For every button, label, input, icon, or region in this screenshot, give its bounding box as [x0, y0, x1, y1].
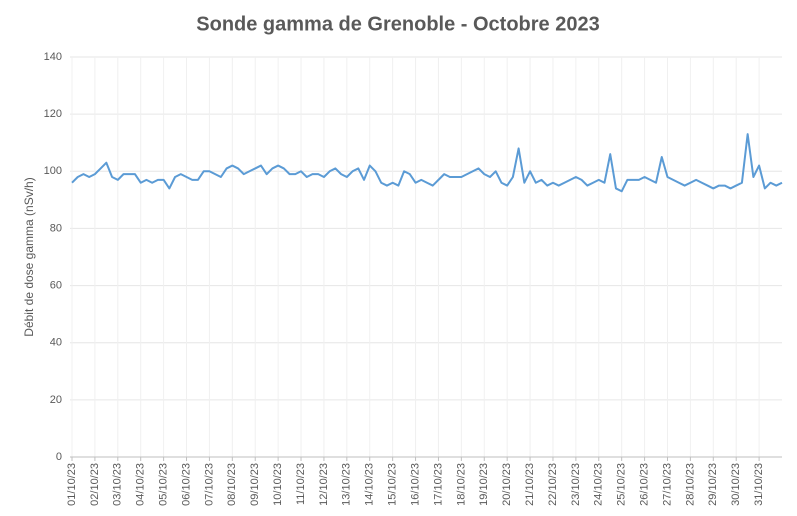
x-tick-label: 16/10/23	[409, 463, 421, 506]
x-tick-label: 27/10/23	[661, 463, 673, 506]
x-tick-label: 21/10/23	[524, 463, 536, 506]
x-tick-label: 04/10/23	[135, 463, 147, 506]
y-tick-label: 100	[44, 165, 62, 177]
x-tick-label: 14/10/23	[364, 463, 376, 506]
x-tick-label: 22/10/23	[547, 463, 559, 506]
y-tick-label: 140	[44, 51, 62, 63]
y-tick-label: 20	[50, 394, 62, 406]
x-tick-label: 10/10/23	[272, 463, 284, 506]
x-tick-label: 28/10/23	[684, 463, 696, 506]
x-tick-label: 07/10/23	[203, 463, 215, 506]
data-line	[71, 133, 783, 193]
x-tick-label: 31/10/23	[753, 463, 765, 506]
x-tick-label: 23/10/23	[570, 463, 582, 506]
y-tick-label: 120	[44, 108, 62, 120]
x-tick-label: 13/10/23	[341, 463, 353, 506]
y-tick-label: 60	[50, 279, 62, 291]
x-tick-label: 12/10/23	[318, 463, 330, 506]
chart-title: Sonde gamma de Grenoble - Octobre 2023	[196, 13, 599, 35]
x-tick-label: 11/10/23	[295, 463, 307, 505]
x-tick-label: 26/10/23	[638, 463, 650, 506]
x-tick-label: 24/10/23	[593, 463, 605, 506]
x-tick-label: 18/10/23	[455, 463, 467, 506]
y-tick-label: 0	[56, 451, 62, 463]
x-tick-label: 08/10/23	[226, 463, 238, 506]
x-tick-label: 30/10/23	[730, 463, 742, 506]
y-tick-label: 80	[50, 222, 62, 234]
y-tick-label: 40	[50, 337, 62, 349]
x-tick-label: 05/10/23	[158, 463, 170, 506]
x-tick-label: 17/10/23	[432, 463, 444, 506]
x-tick-label: 25/10/23	[616, 463, 628, 506]
y-axis-label: Débit de dose gamma (nSv/h)	[22, 177, 36, 336]
x-tick-label: 02/10/23	[89, 463, 101, 506]
x-tick-label: 19/10/23	[478, 463, 490, 506]
x-tick-label: 29/10/23	[707, 463, 719, 506]
x-tick-label: 09/10/23	[249, 463, 261, 506]
x-tick-label: 06/10/23	[180, 463, 192, 506]
x-tick-label: 01/10/23	[66, 463, 78, 506]
x-tick-label: 20/10/23	[501, 463, 513, 506]
x-tick-label: 15/10/23	[387, 463, 399, 506]
x-tick-label: 03/10/23	[112, 463, 124, 506]
